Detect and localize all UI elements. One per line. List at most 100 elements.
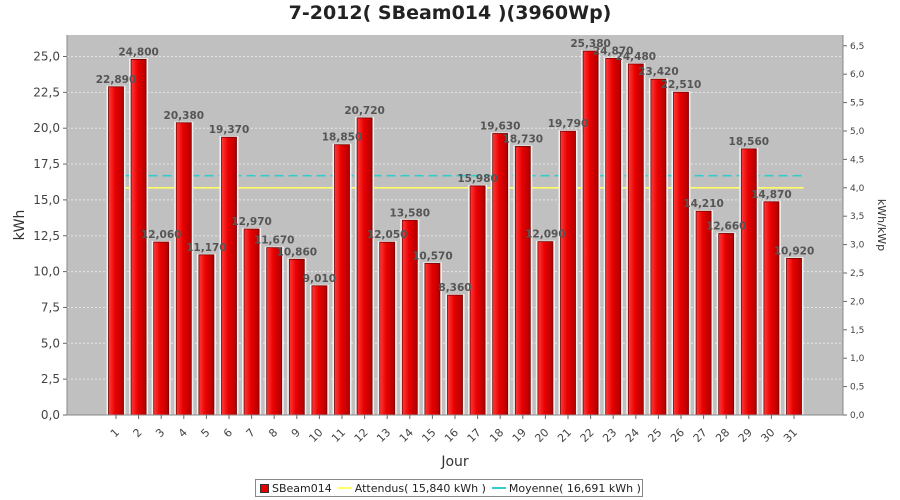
bar	[514, 146, 531, 416]
bar	[627, 63, 644, 416]
y-tick-label: 2,5	[41, 372, 60, 386]
legend-label-attendus: Attendus( 15,840 kWh )	[354, 481, 486, 495]
bar	[469, 185, 486, 416]
y-right-tick-label: 0,0	[850, 411, 865, 421]
x-axis-label: Jour	[440, 454, 469, 470]
y-tick-label: 17,5	[33, 157, 60, 171]
bar-value-label: 22,890	[96, 74, 137, 86]
x-tick-label: 17	[465, 426, 484, 445]
x-tick-label: 29	[736, 426, 755, 445]
x-tick-label: 14	[397, 426, 416, 445]
y-right-tick-label: 5,5	[850, 99, 864, 109]
x-tick-label: 25	[645, 426, 664, 445]
x-tick-label: 8	[266, 426, 280, 440]
y-tick-label: 5,0	[41, 336, 60, 350]
legend-label-series: SBeam014	[272, 481, 332, 495]
x-tick-label: 21	[555, 426, 574, 445]
bar	[605, 57, 622, 416]
bar-value-label: 19,370	[209, 124, 250, 136]
x-tick-label: 23	[600, 426, 619, 445]
bar	[695, 210, 712, 416]
x-tick-label: 15	[419, 426, 438, 445]
bar-value-label: 12,060	[141, 229, 182, 241]
bar-value-label: 20,720	[344, 105, 385, 117]
bar	[763, 201, 780, 416]
bar-value-label: 10,920	[774, 245, 815, 257]
y-tick-label: 15,0	[33, 193, 60, 207]
y-tick-label: 0,0	[41, 408, 60, 422]
legend-item-moyenne: Moyenne( 16,691 kWh )	[491, 481, 641, 495]
x-tick-label: 3	[153, 426, 167, 440]
bar-value-label: 24,480	[616, 51, 657, 63]
bar-value-label: 13,580	[390, 207, 431, 219]
bar	[334, 144, 350, 416]
bar-value-label: 12,090	[525, 229, 566, 241]
bar-value-label: 8,360	[438, 282, 471, 294]
y-right-tick-label: 5,0	[850, 127, 865, 137]
bar	[650, 78, 667, 416]
legend-swatch-series	[260, 483, 269, 493]
bar	[175, 122, 192, 416]
bar-value-label: 20,380	[164, 110, 205, 122]
y-tick-label: 7,5	[41, 300, 60, 314]
bar	[447, 294, 463, 416]
chart-title: 7-2012( SBeam014 )(3960Wp)	[288, 2, 612, 24]
x-tick-label: 5	[198, 426, 212, 440]
y-tick-label: 25,0	[33, 50, 60, 64]
legend: SBeam014 Attendus( 15,840 kWh ) Moyenne(…	[255, 479, 643, 497]
bar	[243, 228, 260, 416]
y-right-tick-label: 1,5	[850, 326, 864, 336]
bar-value-label: 10,570	[412, 250, 453, 262]
bar-value-label: 25,380	[570, 38, 611, 50]
legend-label-moyenne: Moyenne( 16,691 kWh )	[508, 481, 641, 495]
bar-value-label: 11,170	[186, 242, 227, 254]
x-tick-label: 24	[623, 426, 642, 445]
bar	[221, 136, 237, 416]
x-tick-label: 26	[668, 426, 687, 445]
y-tick-label: 22,5	[33, 85, 60, 99]
bar-value-label: 15,980	[457, 173, 498, 185]
bar-labels: 22,890 24,800 12,060 20,380 11,170 19,370 12,9…	[96, 38, 815, 294]
bar	[582, 50, 599, 416]
bar	[560, 130, 576, 416]
y-right-tick-label: 3,0	[850, 241, 865, 251]
x-tick-label: 11	[329, 426, 348, 445]
x-tick-label: 30	[758, 426, 777, 445]
x-tick-label: 31	[781, 426, 800, 445]
y-right-tick-label: 2,0	[850, 297, 865, 307]
bar	[311, 285, 328, 416]
bars	[106, 50, 804, 416]
bar-value-label: 23,420	[638, 66, 679, 78]
bar-value-label: 18,560	[729, 136, 770, 148]
bar	[786, 258, 802, 416]
bar-value-label: 24,800	[118, 46, 159, 58]
legend-item-series: SBeam014	[260, 482, 332, 495]
y-tick-label: 12,5	[33, 229, 60, 243]
y-right-tick-label: 1,0	[850, 354, 865, 364]
y-right-tick-label: 6,5	[850, 42, 864, 52]
legend-swatch-attendus	[337, 487, 352, 489]
bar	[537, 241, 554, 416]
x-tick-label: 9	[289, 426, 303, 440]
x-tick-label: 13	[374, 426, 393, 445]
bar	[356, 117, 373, 416]
x-tick-label: 16	[442, 426, 461, 445]
bar	[108, 86, 124, 416]
x-tick-label: 12	[352, 426, 371, 445]
bar	[379, 241, 396, 416]
bar-value-label: 11,670	[254, 235, 295, 247]
y-tick-label: 20,0	[33, 121, 60, 135]
x-tick-label: 4	[176, 426, 190, 440]
x-tick-label: 10	[306, 426, 325, 445]
x-tick-label: 19	[510, 426, 529, 445]
bar-value-label: 12,660	[706, 220, 747, 232]
x-tick-label: 2	[131, 426, 145, 440]
bar	[153, 241, 170, 416]
y-tick-label: 10,0	[33, 265, 60, 279]
bar-value-label: 24,870	[593, 45, 634, 57]
y-right-tick-label: 3,5	[850, 212, 864, 222]
bar-value-label: 19,630	[480, 121, 521, 133]
y-right-tick-label: 2,5	[850, 269, 864, 279]
